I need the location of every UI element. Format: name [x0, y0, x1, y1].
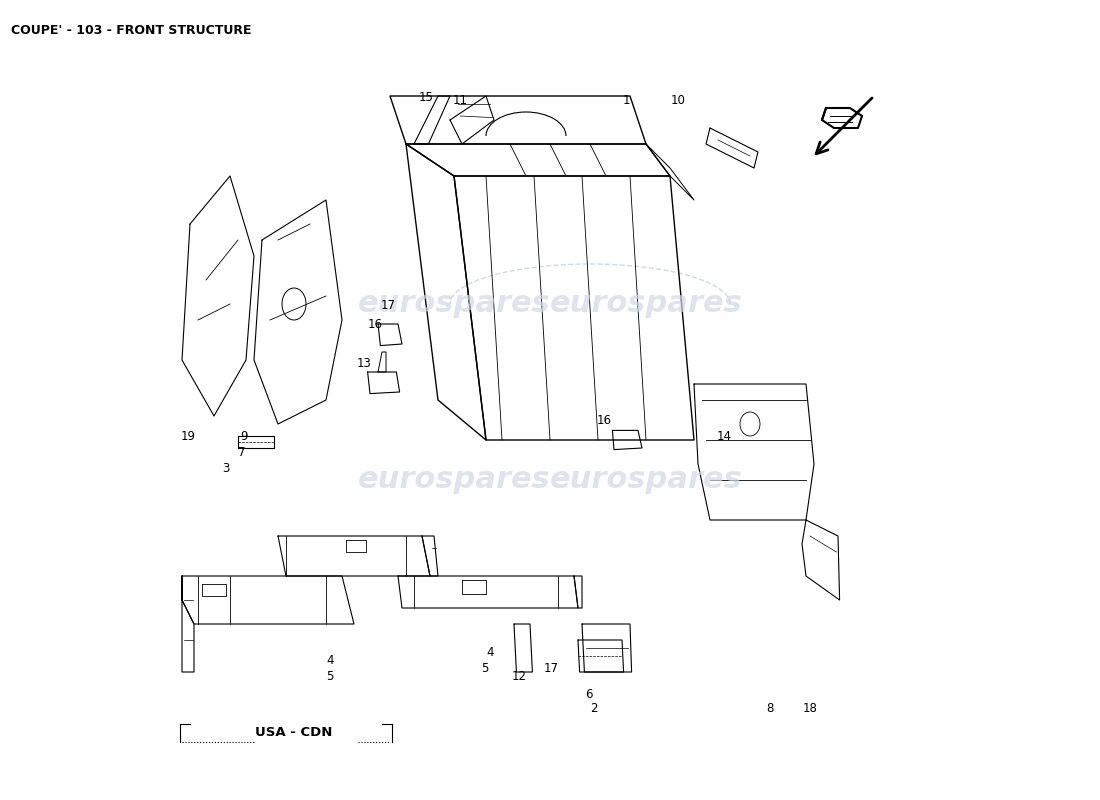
Text: 5: 5	[481, 662, 488, 674]
Text: 1: 1	[623, 94, 629, 106]
Text: 10: 10	[671, 94, 685, 106]
Text: 17: 17	[544, 662, 559, 674]
Text: 6: 6	[585, 688, 592, 701]
Text: eurospares: eurospares	[550, 466, 742, 494]
Text: 14: 14	[717, 430, 732, 442]
Text: eurospares: eurospares	[550, 290, 742, 318]
Text: 18: 18	[803, 702, 817, 714]
Text: 7: 7	[239, 446, 245, 458]
Text: 2: 2	[591, 702, 597, 714]
Text: 11: 11	[453, 94, 468, 106]
Text: 8: 8	[767, 702, 773, 714]
Text: 9: 9	[241, 430, 249, 442]
Text: 19: 19	[180, 430, 196, 442]
Text: 15: 15	[419, 91, 433, 104]
Text: 5: 5	[327, 670, 333, 682]
Text: 13: 13	[358, 358, 372, 370]
Text: 17: 17	[381, 299, 396, 312]
Text: 16: 16	[597, 414, 612, 426]
Text: COUPE' - 103 - FRONT STRUCTURE: COUPE' - 103 - FRONT STRUCTURE	[11, 24, 252, 37]
Text: 16: 16	[368, 318, 383, 330]
Text: 4: 4	[327, 654, 333, 666]
Text: 12: 12	[513, 670, 527, 682]
Text: eurospares: eurospares	[358, 290, 550, 318]
Text: 3: 3	[222, 462, 230, 474]
Text: USA - CDN: USA - CDN	[255, 726, 332, 738]
Text: 4: 4	[486, 646, 494, 658]
Text: eurospares: eurospares	[358, 466, 550, 494]
